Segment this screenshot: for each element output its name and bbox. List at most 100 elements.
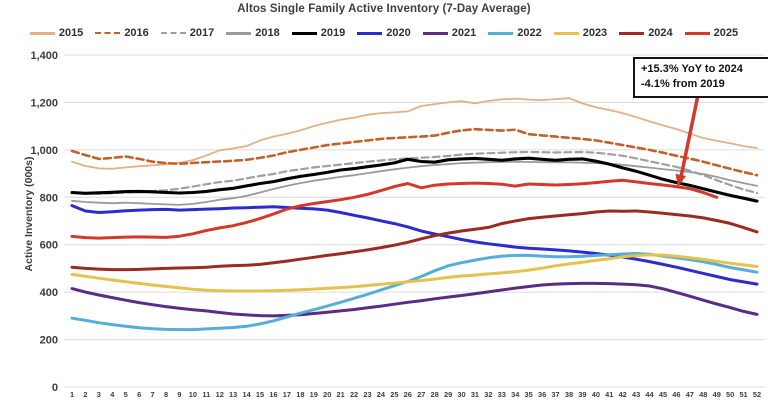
x-tick-label-41: 41 [605, 390, 613, 399]
x-tick-label-22: 22 [350, 390, 358, 399]
series-line-2025 [70, 178, 719, 240]
x-tick-label-12: 12 [216, 390, 224, 399]
series-line-2021 [70, 281, 759, 318]
chart-title: Altos Single Family Active Inventory (7-… [237, 3, 531, 15]
x-tick-label-35: 35 [525, 390, 533, 399]
x-tick-label-16: 16 [269, 390, 277, 399]
series-line-2022 [70, 252, 759, 332]
legend-item-2017: 2017 [160, 27, 215, 39]
x-tick-label-43: 43 [632, 390, 640, 399]
x-tick-label-46: 46 [672, 390, 680, 399]
legend-item-2022: 2022 [488, 27, 542, 39]
series-line-2017 [70, 150, 759, 195]
x-tick-label-33: 33 [498, 390, 506, 399]
x-tick-label-19: 19 [310, 390, 318, 399]
x-tick-label-20: 20 [323, 390, 331, 399]
legend-swatch-2015 [29, 31, 55, 35]
x-tick-label-11: 11 [202, 390, 210, 399]
x-tick-label-34: 34 [511, 390, 520, 399]
annotation-box: +15.3% YoY to 2024 -4.1% from 2019 [633, 57, 768, 98]
legend-swatch-2017 [160, 32, 186, 34]
legend-swatch-2025 [684, 31, 710, 35]
x-tick-label-36: 36 [538, 390, 546, 399]
y-tick-label-200: 200 [40, 335, 58, 347]
x-tick-label-50: 50 [726, 390, 734, 399]
legend-label-2015: 2015 [58, 27, 84, 39]
legend-item-2024: 2024 [619, 27, 673, 39]
x-tick-label-27: 27 [417, 390, 425, 399]
x-tick-label-48: 48 [699, 390, 707, 399]
y-tick-label-400: 400 [40, 287, 58, 299]
legend-label-2022: 2022 [517, 27, 542, 39]
series-line-2024 [70, 209, 759, 272]
legend-label-2020: 2020 [386, 27, 411, 39]
x-tick-label-7: 7 [151, 390, 155, 399]
x-tick-label-2: 2 [83, 390, 87, 399]
x-tick-label-51: 51 [739, 390, 747, 399]
x-tick-label-10: 10 [189, 390, 197, 399]
chart-legend: 2015 2016 2017 2018 2019 2020 2021 2022 2023 2024… [0, 27, 768, 39]
x-tick-label-8: 8 [164, 390, 168, 399]
x-tick-label-17: 17 [283, 390, 291, 399]
legend-swatch-2016 [95, 32, 121, 34]
x-tick-label-32: 32 [484, 390, 492, 399]
x-tick-label-13: 13 [229, 390, 237, 399]
legend-label-2023: 2023 [582, 27, 608, 39]
legend-item-2023: 2023 [553, 27, 608, 39]
x-tick-label-9: 9 [177, 390, 181, 399]
series-line-2020 [70, 204, 759, 286]
legend-label-2019: 2019 [320, 27, 346, 39]
annotation-arrow-head [675, 173, 686, 187]
series-line-2015 [71, 97, 758, 170]
legend-item-2020: 2020 [357, 27, 411, 39]
x-tick-label-25: 25 [390, 390, 398, 399]
legend-item-2018: 2018 [226, 27, 280, 39]
legend-item-2016: 2016 [95, 27, 149, 39]
legend-label-2021: 2021 [451, 27, 477, 39]
x-tick-label-1: 1 [70, 390, 74, 399]
legend-label-2016: 2016 [124, 27, 149, 39]
y-tick-label-1000: 1,000 [30, 145, 58, 157]
y-tick-label-0: 0 [52, 382, 58, 394]
legend-item-2021: 2021 [422, 27, 477, 39]
x-tick-label-31: 31 [471, 390, 479, 399]
annotation-line-1: +15.3% YoY to 2024 [641, 63, 743, 75]
x-tick-label-44: 44 [645, 390, 654, 399]
legend-swatch-2024 [619, 31, 645, 35]
legend-label-2017: 2017 [189, 27, 215, 39]
x-tick-label-3: 3 [97, 390, 101, 399]
legend-item-2015: 2015 [29, 27, 84, 39]
x-tick-label-4: 4 [110, 390, 115, 399]
legend-label-2025: 2025 [713, 27, 739, 39]
y-tick-label-800: 800 [40, 192, 58, 204]
x-tick-label-39: 39 [578, 390, 586, 399]
x-tick-label-49: 49 [713, 390, 721, 399]
series-line-2018 [71, 160, 758, 206]
legend-swatch-2023 [553, 31, 579, 35]
legend-item-2019: 2019 [291, 27, 346, 39]
x-tick-label-40: 40 [592, 390, 600, 399]
x-tick-label-45: 45 [659, 390, 667, 399]
y-tick-label-1400: 1,400 [30, 50, 58, 62]
x-tick-label-24: 24 [377, 390, 386, 399]
x-tick-label-23: 23 [363, 390, 371, 399]
x-tick-label-47: 47 [686, 390, 694, 399]
x-tick-label-30: 30 [457, 390, 465, 399]
y-tick-label-600: 600 [40, 240, 58, 252]
x-tick-label-52: 52 [753, 390, 761, 399]
series-line-2023 [70, 253, 759, 293]
x-tick-label-38: 38 [565, 390, 573, 399]
x-tick-label-42: 42 [619, 390, 627, 399]
legend-swatch-2019 [291, 31, 317, 35]
x-tick-label-26: 26 [404, 390, 412, 399]
legend-label-2018: 2018 [255, 27, 280, 39]
x-tick-label-28: 28 [431, 390, 439, 399]
legend-swatch-2021 [422, 31, 448, 35]
y-tick-label-1200: 1,200 [30, 97, 58, 109]
x-tick-label-5: 5 [124, 390, 128, 399]
x-tick-label-6: 6 [137, 390, 141, 399]
legend-swatch-2020 [357, 31, 383, 35]
x-tick-label-21: 21 [337, 390, 345, 399]
